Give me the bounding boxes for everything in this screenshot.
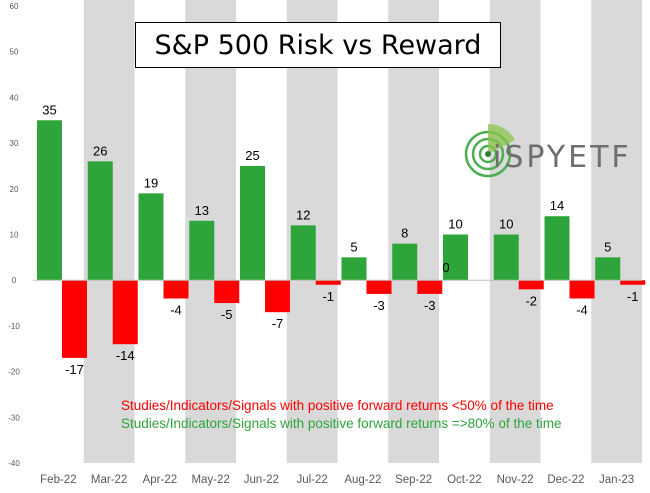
bar-red — [518, 280, 544, 290]
bar-green — [87, 161, 113, 281]
x-tick-label: May-22 — [191, 474, 229, 486]
bars — [37, 120, 646, 358]
x-tick-label: Oct-22 — [447, 474, 482, 486]
legend-entry-green: Studies/Indicators/Signals with positive… — [121, 416, 562, 431]
bar-red — [620, 280, 646, 285]
data-label-green: 14 — [550, 198, 564, 213]
column-shade — [388, 0, 439, 463]
y-tick-label: 30 — [10, 139, 19, 148]
y-tick-label: 50 — [10, 48, 19, 57]
data-label-red: -2 — [525, 293, 537, 308]
bar-green — [240, 165, 265, 281]
data-label-red: 0 — [442, 260, 449, 275]
data-label-red: -4 — [576, 302, 588, 317]
column-shade — [591, 0, 642, 463]
y-tick-label: -40 — [8, 459, 20, 468]
data-label-red: -4 — [170, 302, 182, 317]
bar-red — [112, 280, 138, 345]
data-labels: 35 -17 26 -14 19 -4 13 -5 25 -7 12 -1 5 -3 8 -3 10 0 10 -2 1… — [42, 102, 638, 377]
data-label-green: 8 — [401, 226, 408, 241]
logo-text: iSPYETF — [493, 140, 632, 175]
data-label-red: -3 — [424, 298, 436, 313]
y-tick-label: -10 — [8, 322, 20, 331]
data-label-green: 10 — [448, 217, 462, 232]
bar-red — [315, 280, 341, 285]
x-tick-label: Sep-22 — [395, 474, 432, 486]
legend: Studies/Indicators/Signals with positive… — [121, 397, 641, 433]
data-label-red: -7 — [272, 316, 284, 331]
radar-sweep-icon — [464, 123, 515, 178]
data-label-green: 12 — [296, 207, 310, 222]
data-label-green: 5 — [350, 239, 357, 254]
bar-red — [417, 280, 443, 294]
data-label-green: 5 — [604, 239, 611, 254]
bar-red — [569, 280, 595, 299]
y-tick-label: 10 — [10, 231, 19, 240]
data-label-red: -17 — [65, 362, 84, 377]
legend-entry-red: Studies/Indicators/Signals with positive… — [121, 398, 554, 413]
y-tick-label: 40 — [10, 93, 19, 102]
bar-green — [544, 216, 570, 281]
y-tick-label: -30 — [8, 413, 20, 422]
data-label-green: 35 — [42, 102, 56, 117]
x-tick-label: Apr-22 — [143, 474, 178, 486]
bar-green — [138, 193, 164, 281]
data-label-green: 13 — [195, 203, 209, 218]
column-shade — [489, 0, 541, 463]
y-tick-label: 60 — [10, 2, 19, 11]
y-tick-label: -20 — [8, 368, 20, 377]
x-tick-label: Aug-22 — [344, 474, 381, 486]
bar-green — [595, 257, 621, 281]
x-tick-label: Feb-22 — [40, 474, 76, 486]
bar-green — [37, 120, 62, 281]
x-axis: Feb-22 Mar-22 Apr-22 May-22 Jun-22 Jul-22 Aug-… — [33, 279, 642, 486]
bar-red — [163, 280, 189, 299]
data-label-green: 10 — [499, 217, 513, 232]
y-tick-label: 0 — [12, 276, 17, 285]
bar-green — [341, 257, 367, 281]
chart-title: S&P 500 Risk vs Reward — [154, 29, 482, 61]
data-label-red: -3 — [373, 298, 385, 313]
bar-red — [214, 280, 240, 304]
bar-green — [290, 225, 316, 281]
x-tick-label: Dec-22 — [547, 474, 584, 486]
ispyetf-logo: iSPYETF — [455, 110, 640, 190]
bar-red — [366, 280, 392, 294]
chart-title-box: S&P 500 Risk vs Reward — [135, 22, 501, 68]
x-tick-label: Nov-22 — [497, 474, 534, 486]
y-tick-label: 20 — [10, 185, 19, 194]
data-label-green: 25 — [245, 148, 259, 163]
column-shading — [83, 0, 642, 463]
x-tick-label: Jul-22 — [296, 474, 327, 486]
x-tick-label: Jun-22 — [244, 474, 279, 486]
bar-green — [493, 234, 519, 281]
data-label-green: 19 — [144, 175, 158, 190]
y-axis: -40 -30 -20 -10 0 10 20 30 40 50 60 — [8, 2, 20, 468]
data-label-red: -1 — [322, 289, 334, 304]
bar-green — [392, 243, 418, 281]
bar-green — [189, 220, 215, 281]
data-label-green: 26 — [93, 143, 107, 158]
x-tick-label: Jan-23 — [599, 474, 634, 486]
bar-red — [265, 280, 290, 313]
data-label-red: -1 — [627, 289, 639, 304]
bar-red — [62, 280, 87, 358]
x-tick-label: Mar-22 — [91, 474, 127, 486]
data-label-red: -14 — [116, 348, 135, 363]
data-label-red: -5 — [221, 307, 233, 322]
bar-green — [443, 234, 468, 281]
